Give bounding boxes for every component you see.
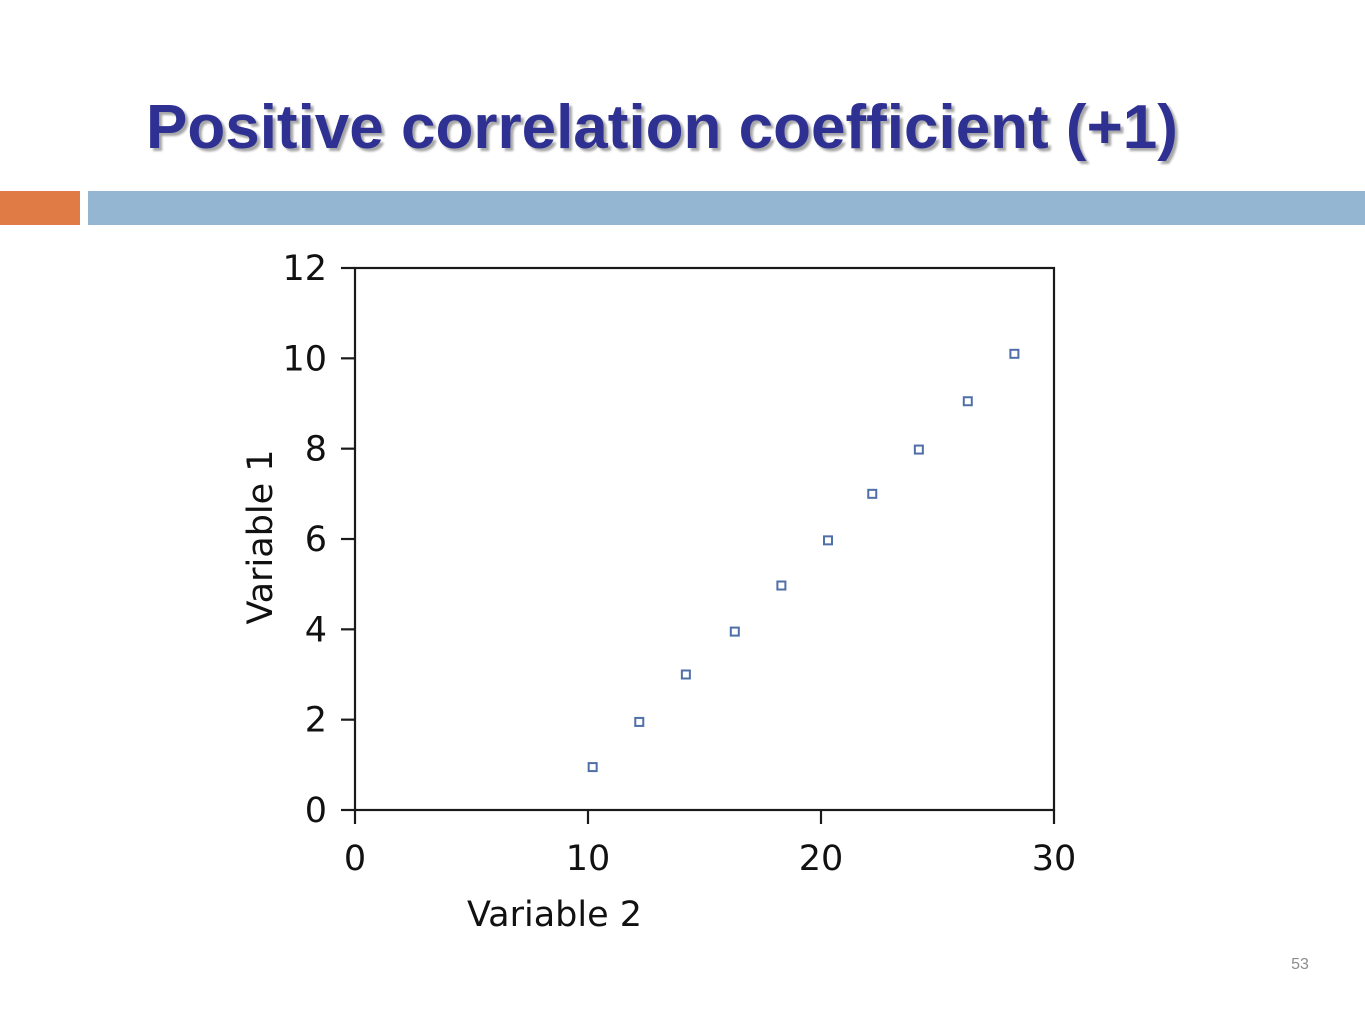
data-point [1009,348,1020,359]
x-tick-label: 30 [1032,839,1077,879]
data-point [634,716,645,727]
x-tick-label: 20 [799,839,844,879]
slide-title: Positive correlation coefficient (+1) [146,93,1178,162]
x-axis-ticks: 0 10 20 30 [344,810,1076,879]
data-point [729,626,740,637]
data-point [587,762,598,773]
y-tick-label: 2 [305,701,327,741]
x-tick-label: 10 [566,839,611,879]
y-tick-label: 6 [305,520,327,560]
page-number: 53 [1291,956,1309,973]
x-axis-title: Variable 2 [467,895,642,935]
x-tick-label: 0 [344,839,366,879]
data-point [962,396,973,407]
y-tick-label: 4 [305,610,327,650]
y-tick-label: 10 [282,339,327,379]
accent-bar-orange [0,191,80,225]
data-point [913,444,924,455]
y-tick-label: 8 [305,430,327,470]
data-point [776,580,787,591]
data-point [680,669,691,680]
y-axis-title: Variable 1 [241,449,281,624]
y-tick-label: 0 [305,791,327,831]
data-point [822,535,833,546]
accent-bar-blue [88,191,1365,225]
y-axis-ticks: 0 2 4 6 8 10 12 [282,249,355,831]
plot-frame [353,266,1056,812]
data-point [867,488,878,499]
data-points [587,348,1020,773]
y-tick-label: 12 [282,249,327,289]
plot-border [353,266,1056,812]
